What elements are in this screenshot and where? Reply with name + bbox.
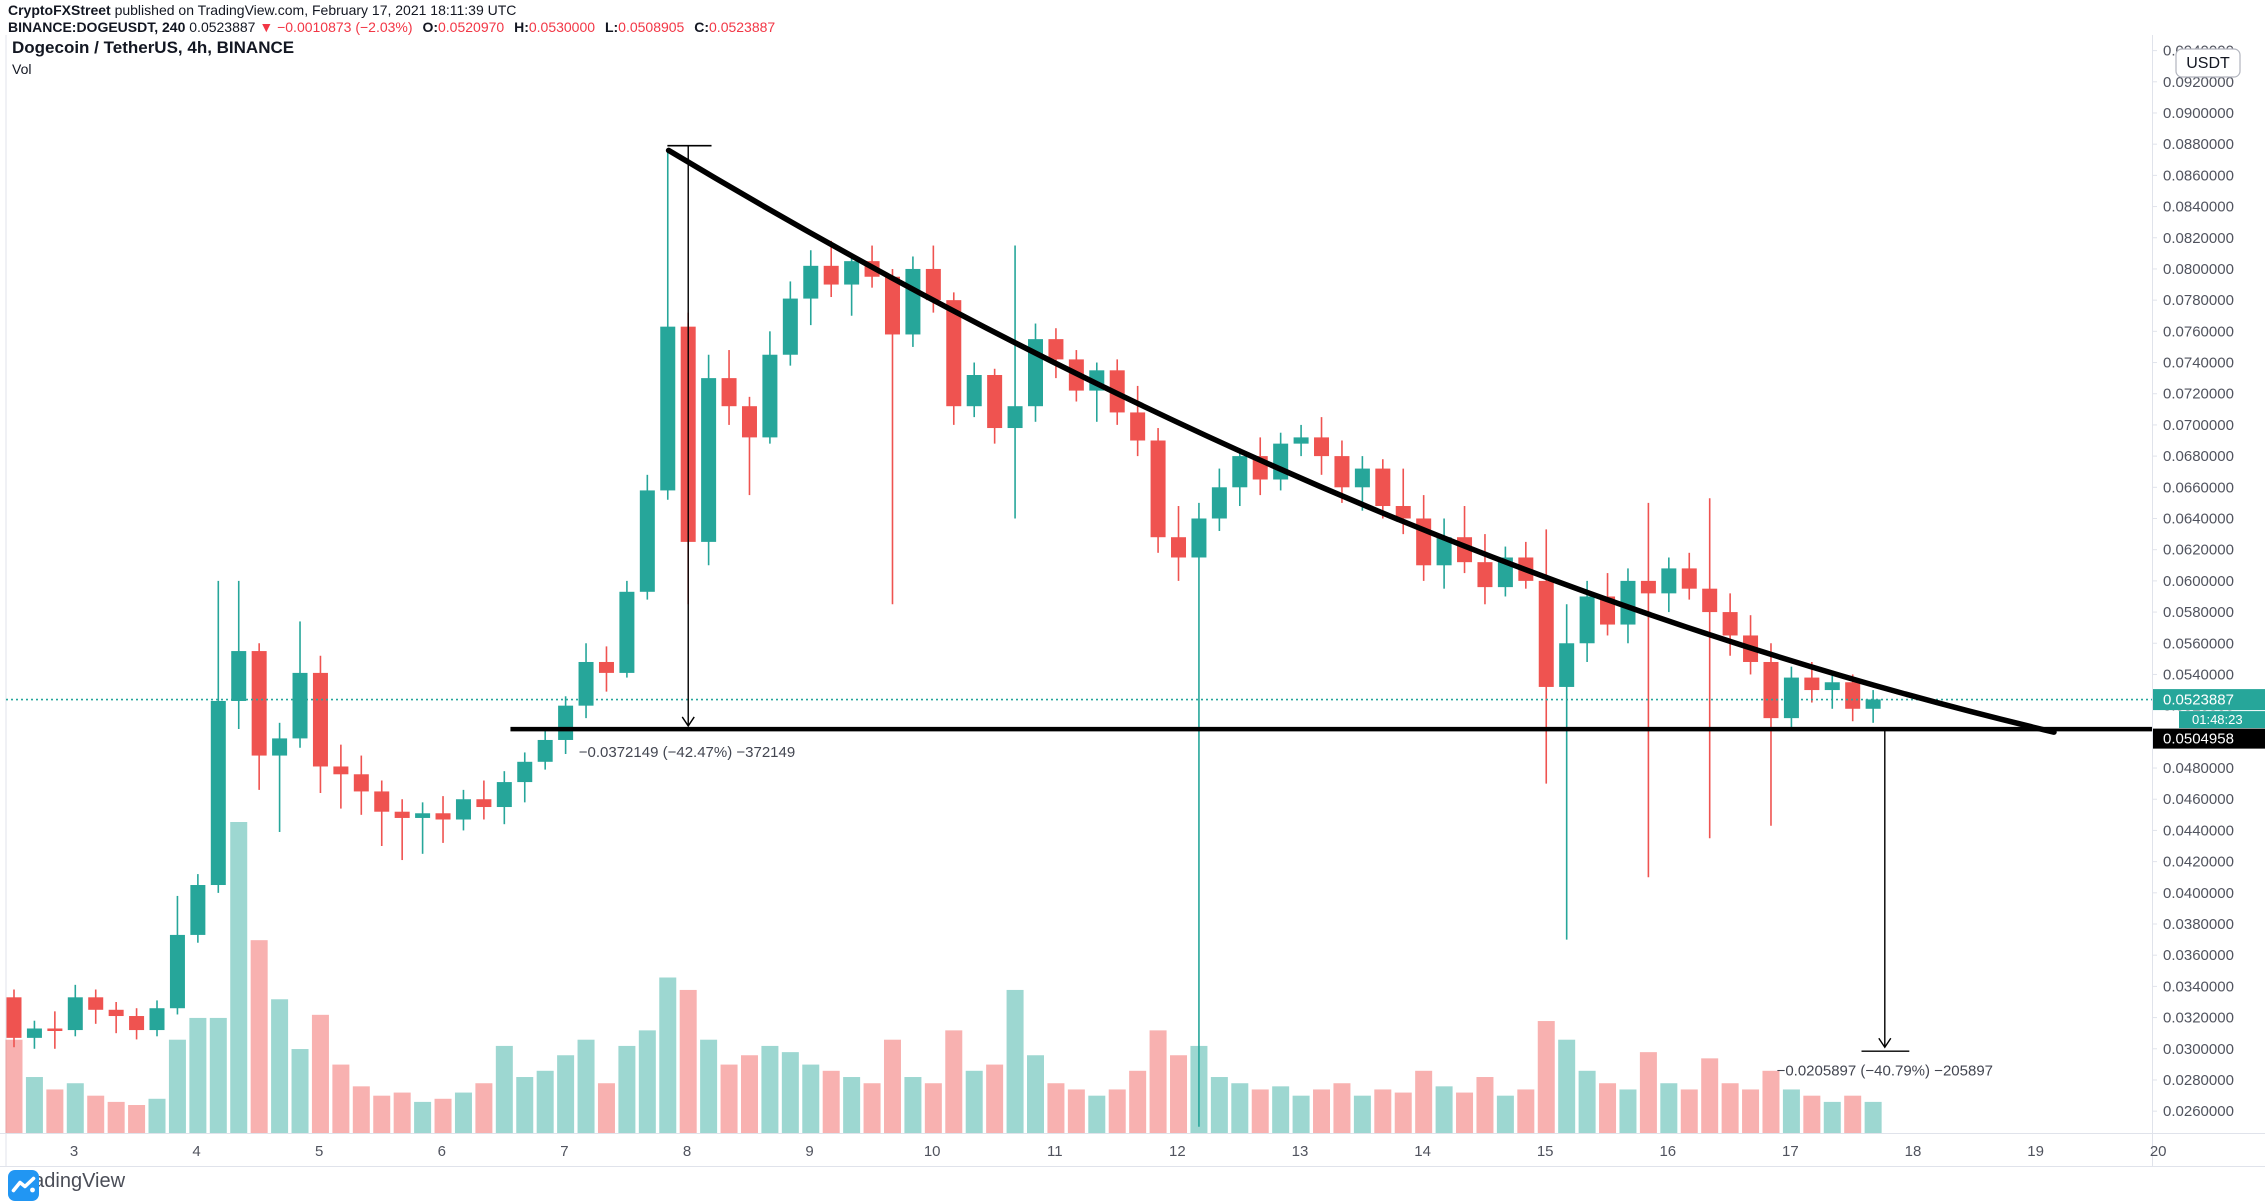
volume-indicator-label: Vol — [12, 61, 32, 77]
svg-text:0.0560000: 0.0560000 — [2163, 635, 2234, 652]
svg-text:0.0320000: 0.0320000 — [2163, 1010, 2234, 1027]
svg-text:0.0900000: 0.0900000 — [2163, 105, 2234, 122]
svg-text:−0.0372149 (−42.47%) −372149: −0.0372149 (−42.47%) −372149 — [579, 744, 795, 761]
svg-text:0.0920000: 0.0920000 — [2163, 74, 2234, 91]
low-label: L: — [604, 19, 619, 35]
svg-text:0.0660000: 0.0660000 — [2163, 479, 2234, 496]
svg-text:0.0480000: 0.0480000 — [2163, 760, 2234, 777]
grid-frame — [0, 35, 2265, 1167]
close-value: 0.0523887 — [709, 19, 776, 35]
byline-author: CryptoFXStreet — [8, 2, 111, 18]
byline-text: published on TradingView.com, February 1… — [110, 2, 517, 18]
tradingview-logo-text: TradingView — [15, 1170, 126, 1192]
low-value: 0.0508905 — [618, 19, 685, 35]
chart-legend[interactable]: Dogecoin / TetherUS, 4h, BINANCE Vol — [12, 38, 294, 77]
tradingview-logo-icon — [8, 1170, 39, 1201]
publish-byline: CryptoFXStreet published on TradingView.… — [8, 2, 775, 36]
close-label: C: — [694, 19, 710, 35]
svg-text:0.0860000: 0.0860000 — [2163, 167, 2234, 184]
symbol-title: BINANCE:DOGEUSDT, 240 — [8, 19, 186, 35]
svg-text:0.0400000: 0.0400000 — [2163, 885, 2234, 902]
svg-text:0.0360000: 0.0360000 — [2163, 947, 2234, 964]
svg-text:0.0280000: 0.0280000 — [2163, 1072, 2234, 1089]
svg-text:0.0880000: 0.0880000 — [2163, 136, 2234, 153]
svg-text:17: 17 — [1782, 1143, 1799, 1160]
svg-text:0.0640000: 0.0640000 — [2163, 510, 2234, 527]
price-change: −0.0010873 (−2.03%) — [277, 19, 413, 35]
svg-text:8: 8 — [683, 1143, 691, 1160]
svg-text:0.0820000: 0.0820000 — [2163, 230, 2234, 247]
price-axis-badges: 0.0523887 01:48:23 0.0504958 — [2153, 689, 2265, 749]
svg-text:15: 15 — [1537, 1143, 1554, 1160]
svg-text:0.0720000: 0.0720000 — [2163, 386, 2234, 403]
svg-text:0.0460000: 0.0460000 — [2163, 791, 2234, 808]
tradingview-logo[interactable]: TradingView — [8, 1170, 126, 1201]
svg-text:6: 6 — [438, 1143, 446, 1160]
svg-text:9: 9 — [805, 1143, 813, 1160]
open-value: 0.0520970 — [438, 19, 505, 35]
candlesticks — [6, 150, 1881, 1127]
svg-text:0.0700000: 0.0700000 — [2163, 417, 2234, 434]
svg-text:12: 12 — [1169, 1143, 1186, 1160]
last-price-value: 0.0523887 — [189, 19, 256, 35]
svg-text:19: 19 — [2027, 1143, 2044, 1160]
svg-text:14: 14 — [1414, 1143, 1431, 1160]
svg-text:5: 5 — [315, 1143, 323, 1160]
usdt-currency-badge: USDT — [2175, 48, 2241, 78]
direction-down-icon: ▼ — [259, 19, 274, 35]
svg-text:0.0340000: 0.0340000 — [2163, 978, 2234, 995]
svg-text:11: 11 — [1047, 1143, 1063, 1160]
svg-text:0.0523887: 0.0523887 — [2163, 692, 2234, 709]
svg-text:0.0580000: 0.0580000 — [2163, 604, 2234, 621]
svg-text:0.0504958: 0.0504958 — [2163, 731, 2234, 748]
high-label: H: — [514, 19, 529, 35]
volume-bars — [5, 822, 1882, 1133]
svg-text:0.0800000: 0.0800000 — [2163, 261, 2234, 278]
svg-text:0.0420000: 0.0420000 — [2163, 854, 2234, 871]
svg-text:01:48:23: 01:48:23 — [2192, 712, 2243, 727]
svg-text:20: 20 — [2150, 1143, 2167, 1160]
svg-text:0.0600000: 0.0600000 — [2163, 573, 2234, 590]
svg-text:0.0260000: 0.0260000 — [2163, 1103, 2234, 1120]
svg-text:0.0840000: 0.0840000 — [2163, 199, 2234, 216]
measure-annotation-bottom: −0.0205897 (−40.79%) −205897 — [1777, 730, 1993, 1079]
svg-text:0.0380000: 0.0380000 — [2163, 916, 2234, 933]
svg-text:18: 18 — [1905, 1143, 1922, 1160]
svg-text:0.0540000: 0.0540000 — [2163, 666, 2234, 683]
measure-annotation-top: −0.0372149 (−42.47%) −372149 — [579, 144, 795, 761]
y-axis-price-scale[interactable]: 0.09400000.09200000.09000000.08800000.08… — [2152, 43, 2234, 1121]
svg-text:0.0620000: 0.0620000 — [2163, 542, 2234, 559]
svg-text:0.0680000: 0.0680000 — [2163, 448, 2234, 465]
svg-text:0.0440000: 0.0440000 — [2163, 822, 2234, 839]
chart-title: Dogecoin / TetherUS, 4h, BINANCE — [12, 38, 295, 57]
descending-trendline[interactable] — [665, 147, 2057, 735]
svg-text:10: 10 — [924, 1143, 941, 1160]
svg-text:−0.0205897 (−40.79%) −205897: −0.0205897 (−40.79%) −205897 — [1777, 1062, 1993, 1079]
open-label: O: — [422, 19, 438, 35]
svg-text:0.0740000: 0.0740000 — [2163, 355, 2234, 372]
svg-text:13: 13 — [1292, 1143, 1309, 1160]
high-value: 0.0530000 — [528, 19, 596, 35]
svg-text:USDT: USDT — [2186, 55, 2230, 72]
svg-text:0.0300000: 0.0300000 — [2163, 1041, 2234, 1058]
x-axis-time-scale[interactable]: 3 4 5 6 7 8 9 10 11 12 13 14 15 16 17 18 19 20 — [70, 1143, 2167, 1160]
svg-text:7: 7 — [560, 1143, 568, 1160]
svg-text:0.0780000: 0.0780000 — [2163, 292, 2234, 309]
svg-text:16: 16 — [1659, 1143, 1676, 1160]
svg-text:3: 3 — [70, 1143, 78, 1160]
svg-text:4: 4 — [192, 1143, 200, 1160]
svg-text:0.0760000: 0.0760000 — [2163, 323, 2234, 340]
